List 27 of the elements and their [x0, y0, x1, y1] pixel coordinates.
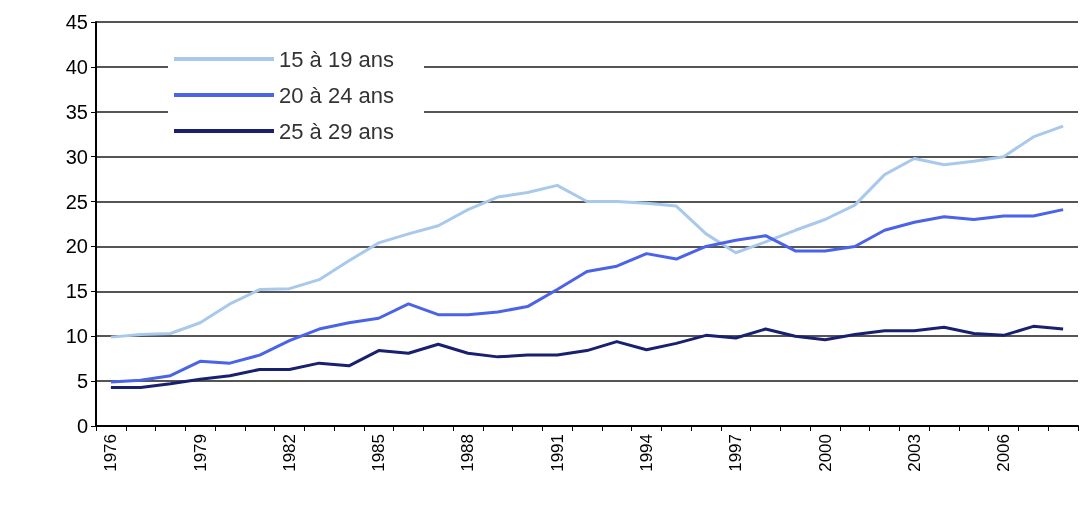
- line-series: [109, 124, 1065, 339]
- y-tick-label: 0: [76, 415, 88, 437]
- x-tick-label: 1982: [279, 434, 299, 472]
- y-tick-label: 20: [65, 235, 88, 258]
- line-series: [109, 208, 1065, 384]
- legend-label: 15 à 19 ans: [279, 46, 394, 72]
- x-tick-label: 1991: [547, 434, 567, 472]
- x-tick-label: 1979: [190, 434, 210, 472]
- x-tick-label: 2006: [994, 434, 1014, 472]
- x-tick-label: 1994: [637, 434, 657, 472]
- y-tick-label: 25: [65, 190, 88, 213]
- x-tick-label: 2003: [904, 434, 924, 472]
- x-tick-label: 2000: [815, 434, 835, 472]
- x-tick-label: 1985: [369, 434, 389, 472]
- y-tick-label: 35: [65, 100, 88, 123]
- y-tick-label: 15: [65, 280, 88, 303]
- line-series: [109, 324, 1065, 389]
- x-tick-label: 1997: [726, 434, 746, 472]
- y-tick-label: 30: [65, 145, 88, 168]
- x-tick-label: 1988: [458, 434, 478, 472]
- y-tick-label: 5: [76, 370, 88, 393]
- y-tick-label: 45: [65, 11, 88, 33]
- legend-label: 20 à 24 ans: [279, 82, 394, 108]
- x-tick-label: 1976: [101, 434, 121, 472]
- legend-label: 25 à 29 ans: [279, 118, 394, 144]
- y-tick-label: 10: [65, 325, 88, 348]
- y-tick-label: 40: [65, 55, 88, 78]
